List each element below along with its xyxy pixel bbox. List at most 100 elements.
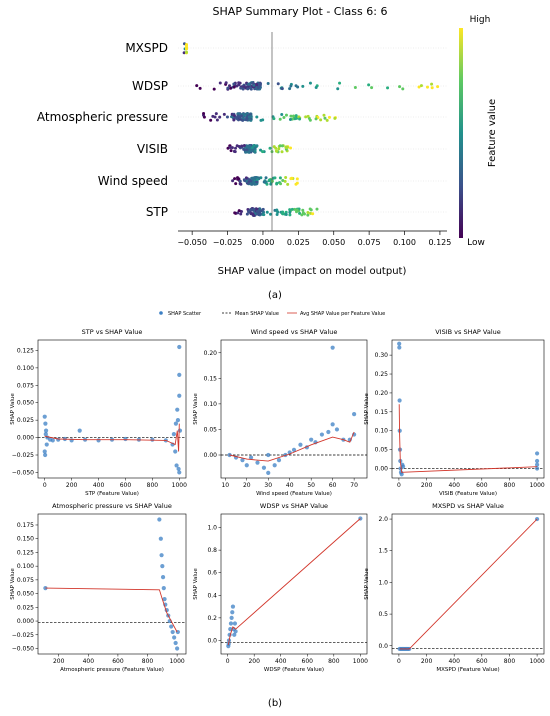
panel-point: [160, 575, 166, 580]
summary-point: [430, 82, 434, 86]
panel-point: [42, 414, 47, 419]
panel-frame: [37, 339, 187, 479]
summary-point: [283, 179, 287, 183]
panel-avg-line: [227, 518, 361, 646]
panel-point: [43, 428, 49, 433]
summary-point: [218, 115, 222, 119]
panel-y-tick-label: 0.00: [204, 452, 218, 459]
panel-x-tick-label: 40: [286, 482, 294, 489]
panel-point: [232, 632, 237, 637]
dependence-panel: Wind speed vs SHAP Value 10 20 30 40 50 60 70 0.…: [193, 328, 368, 497]
summary-point: [244, 176, 248, 180]
summary-point: [261, 150, 265, 154]
summary-point: [280, 112, 284, 116]
panel-point: [261, 465, 267, 470]
summary-point: [250, 146, 254, 150]
summary-point: [370, 86, 374, 90]
summary-point: [255, 83, 259, 87]
summary-point: [226, 146, 230, 150]
panel-point: [534, 451, 540, 456]
panel-y-tick-label: 0.00: [375, 466, 389, 473]
summary-point: [386, 86, 390, 90]
panel-point: [162, 596, 167, 602]
summary-point: [275, 213, 279, 217]
summary-point: [261, 210, 265, 214]
panel-point: [159, 553, 164, 558]
panel-y-tick-label: 0.10: [375, 428, 389, 435]
summary-point: [353, 85, 357, 89]
panel-point: [534, 458, 540, 464]
panel-x-tick-label: 400: [93, 482, 105, 489]
panel-x-tick-label: 200: [421, 482, 433, 489]
summary-point: [213, 115, 217, 119]
summary-point: [280, 150, 284, 154]
summary-point: [292, 114, 296, 118]
panel-x-tick-label: 20: [243, 482, 251, 489]
panel-point: [170, 629, 175, 635]
panel-point: [175, 646, 180, 651]
summary-point: [288, 117, 292, 121]
legend-avg: Avg SHAP Value per Feature Value: [300, 311, 385, 317]
panel-y-tick-label: 0.025: [17, 604, 34, 611]
panel-x-tick-label: 800: [142, 658, 154, 665]
summary-point: [215, 118, 219, 122]
summary-point: [419, 84, 423, 88]
summary-point: [284, 176, 288, 180]
panel-point: [158, 536, 163, 541]
summary-point: [279, 182, 283, 186]
summary-point: [229, 86, 233, 90]
panel-y-tick-label: 0.20: [204, 350, 218, 357]
panel-xlabel: Atmospheric pressure (Feature Value): [60, 667, 164, 673]
panel-point: [298, 442, 303, 447]
summary-point: [265, 210, 269, 214]
panel-ylabel: SHAP Value: [193, 568, 199, 600]
summary-point: [272, 145, 276, 149]
summary-point: [257, 84, 261, 88]
summary-point: [246, 145, 250, 149]
summary-point: [241, 118, 245, 122]
panel-x-tick-label: 0: [226, 658, 230, 665]
summary-point: [258, 209, 262, 213]
panel-point: [397, 341, 402, 346]
panel-y-tick-label: 0.000: [17, 618, 34, 625]
summary-point: [300, 213, 304, 217]
panel-y-tick-label: 0.6: [207, 570, 217, 577]
panel-x-tick-label: 600: [112, 658, 124, 665]
summary-point: [247, 82, 251, 86]
colorbar: [459, 28, 463, 238]
summary-point: [290, 207, 294, 211]
summary-point: [327, 115, 331, 119]
legend-mean: Mean SHAP Value: [235, 311, 279, 317]
summary-point: [233, 177, 237, 181]
panel-x-tick-label: 800: [504, 482, 516, 489]
caption-b: (b): [268, 698, 282, 709]
summary-point: [302, 212, 306, 216]
panel-point: [227, 452, 232, 458]
panel-x-tick-label: 0: [397, 482, 401, 489]
panel-y-tick-label: 1.5: [378, 548, 388, 555]
summary-point: [288, 208, 292, 212]
summary-point: [280, 87, 284, 91]
summary-point: [242, 178, 246, 182]
panel-point: [157, 517, 162, 522]
summary-point: [239, 210, 243, 214]
panel-y-tick-label: 0.4: [207, 592, 217, 599]
summary-point: [281, 178, 285, 182]
panel-title: STP vs SHAP Value: [82, 328, 143, 336]
panel-point: [173, 449, 178, 454]
panel-point: [233, 629, 238, 634]
panel-point: [266, 452, 271, 458]
panel-point: [177, 428, 183, 433]
panel-x-tick-label: 400: [448, 482, 460, 489]
panel-point: [42, 449, 47, 454]
summary-point: [214, 112, 218, 116]
summary-point: [289, 177, 293, 181]
summary-point: [282, 116, 286, 120]
summary-point: [296, 85, 300, 89]
panel-point: [400, 464, 406, 469]
summary-point: [252, 144, 256, 148]
summary-point: [268, 146, 272, 150]
panel-point: [177, 393, 182, 398]
summary-point: [237, 209, 241, 213]
summary-point: [281, 212, 285, 216]
